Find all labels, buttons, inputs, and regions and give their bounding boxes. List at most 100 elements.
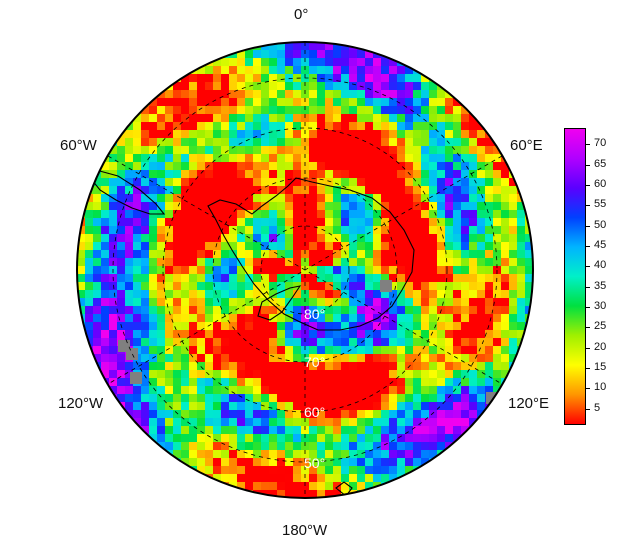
grid-cell [261,90,269,98]
grid-cell [317,450,325,458]
grid-cell [461,394,469,402]
grid-cell [509,210,517,218]
grid-cell [493,282,501,290]
grid-cell [341,466,349,474]
grid-cell [317,138,325,146]
grid-cell [381,418,389,426]
grid-cell [333,130,341,138]
grid-cell [373,434,381,442]
grid-cell [461,338,469,346]
grid-cell [381,434,389,442]
grid-cell [197,282,205,290]
grid-cell [197,114,205,122]
grid-cell [373,74,381,82]
grid-cell [477,362,485,370]
grid-cell [205,98,213,106]
grid-cell [349,226,357,234]
grid-cell [469,266,477,274]
grid-cell [173,130,181,138]
grid-cell [165,170,173,178]
grid-cell [453,154,461,162]
grid-cell [413,442,421,450]
grid-cell [333,298,341,306]
grid-cell [197,186,205,194]
grid-cell [421,450,429,458]
grid-cell [133,314,141,322]
grid-cell [205,378,213,386]
grid-cell [221,74,229,82]
grid-cell [341,130,349,138]
grid-cell [213,50,221,58]
grid-cell [469,258,477,266]
grid-cell [237,266,245,274]
grid-cell [333,306,341,314]
grid-cell [453,298,461,306]
grid-cell [157,114,165,122]
grid-cell [261,106,269,114]
grid-cell [445,290,453,298]
grid-cell [173,170,181,178]
grid-cell [349,354,357,362]
grid-cell [173,314,181,322]
colorbar-tick-label: 60 [594,177,607,190]
south-america-coast [91,169,166,215]
grid-cell [277,226,285,234]
grid-cell [445,314,453,322]
grid-cell [333,386,341,394]
grid-cell [389,170,397,178]
grid-cell [189,338,197,346]
grid-cell [285,98,293,106]
colorbar-tick-label: 20 [594,340,607,353]
grid-cell [293,202,301,210]
colorbar-tick [586,144,590,146]
grid-cell [157,354,165,362]
grid-cell [253,274,261,282]
grid-cell [493,178,501,186]
grid-cell [101,170,109,178]
grid-cell [357,362,365,370]
grid-cell [93,274,101,282]
grid-cell [453,290,461,298]
grid-cell [357,474,365,482]
grid-cell [189,306,197,314]
grid-cell [437,362,445,370]
grid-cell [229,250,237,258]
grid-cell [197,210,205,218]
grid-cell [221,250,229,258]
grid-cell [397,314,405,322]
grid-cell [141,218,149,226]
grid-cell [365,434,373,442]
grid-cell [365,338,373,346]
grid-cell [165,114,173,122]
grid-cell [365,58,373,66]
grid-cell [365,322,373,330]
grid-cell [445,426,453,434]
grid-cell [357,330,365,338]
grid-cell [181,66,189,74]
grid-cell [405,194,413,202]
grid-cell [309,290,317,298]
grid-cell [141,146,149,154]
grid-cell [477,306,485,314]
grid-cell [509,282,517,290]
grid-cell [205,226,213,234]
grid-cell [437,266,445,274]
grid-cell [397,194,405,202]
grid-cell [149,314,157,322]
grid-cell [101,250,109,258]
grid-cell [245,306,253,314]
grid-cell [421,258,429,266]
grid-cell [269,338,277,346]
grid-cell [237,122,245,130]
grid-cell [269,202,277,210]
grid-cell [381,266,389,274]
grid-cell [469,234,477,242]
grid-cell [421,274,429,282]
grid-cell [461,306,469,314]
grid-cell [453,138,461,146]
grid-cell [477,378,485,386]
grid-cell [77,266,85,274]
grid-cell [413,402,421,410]
grid-cell [165,394,173,402]
